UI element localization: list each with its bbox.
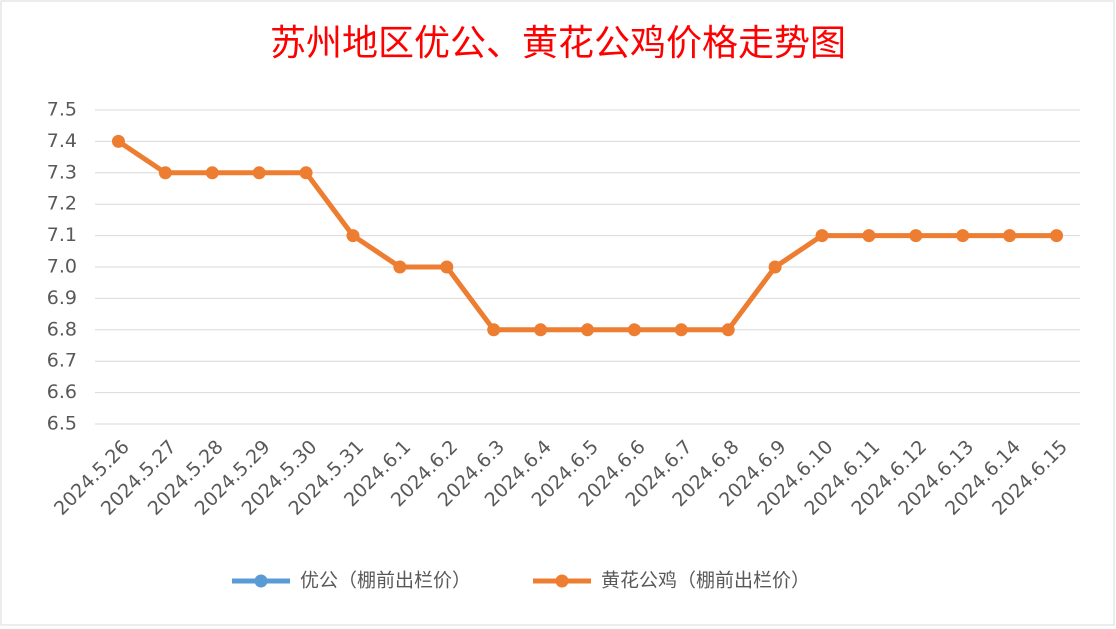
marker [346, 229, 360, 243]
marker [815, 229, 829, 243]
legend-label: 优公（棚前出栏价） [300, 570, 471, 592]
marker [674, 323, 688, 337]
marker [1050, 229, 1064, 243]
marker [1003, 229, 1017, 243]
marker [487, 323, 501, 337]
y-tick-label: 6.8 [47, 318, 77, 340]
marker [581, 323, 594, 337]
y-tick-label: 7.5 [47, 99, 77, 121]
marker [768, 260, 782, 274]
marker [721, 323, 735, 337]
marker [534, 323, 548, 337]
marker [956, 229, 970, 243]
legend-marker [254, 574, 268, 588]
y-tick-label: 7.1 [47, 224, 77, 246]
marker [440, 260, 454, 274]
y-tick-label: 7.4 [47, 130, 77, 152]
y-tick-label: 7.2 [47, 193, 77, 215]
marker [111, 134, 125, 148]
marker [909, 229, 923, 243]
chart-title: 苏州地区优公、黄花公鸡价格走势图 [270, 23, 846, 64]
marker [205, 166, 219, 180]
marker [299, 166, 313, 180]
y-tick-label: 7.0 [47, 256, 77, 278]
marker [627, 323, 641, 337]
y-tick-label: 6.7 [47, 350, 77, 372]
marker [252, 166, 266, 180]
y-tick-label: 6.6 [47, 381, 77, 403]
legend-label: 黄花公鸡（棚前出栏价） [601, 570, 810, 592]
y-tick-label: 7.3 [47, 161, 77, 183]
marker [158, 166, 172, 180]
legend-marker [555, 574, 569, 588]
y-tick-label: 6.5 [47, 413, 77, 435]
marker [862, 229, 876, 243]
y-tick-label: 6.9 [47, 287, 77, 309]
marker [393, 260, 407, 274]
